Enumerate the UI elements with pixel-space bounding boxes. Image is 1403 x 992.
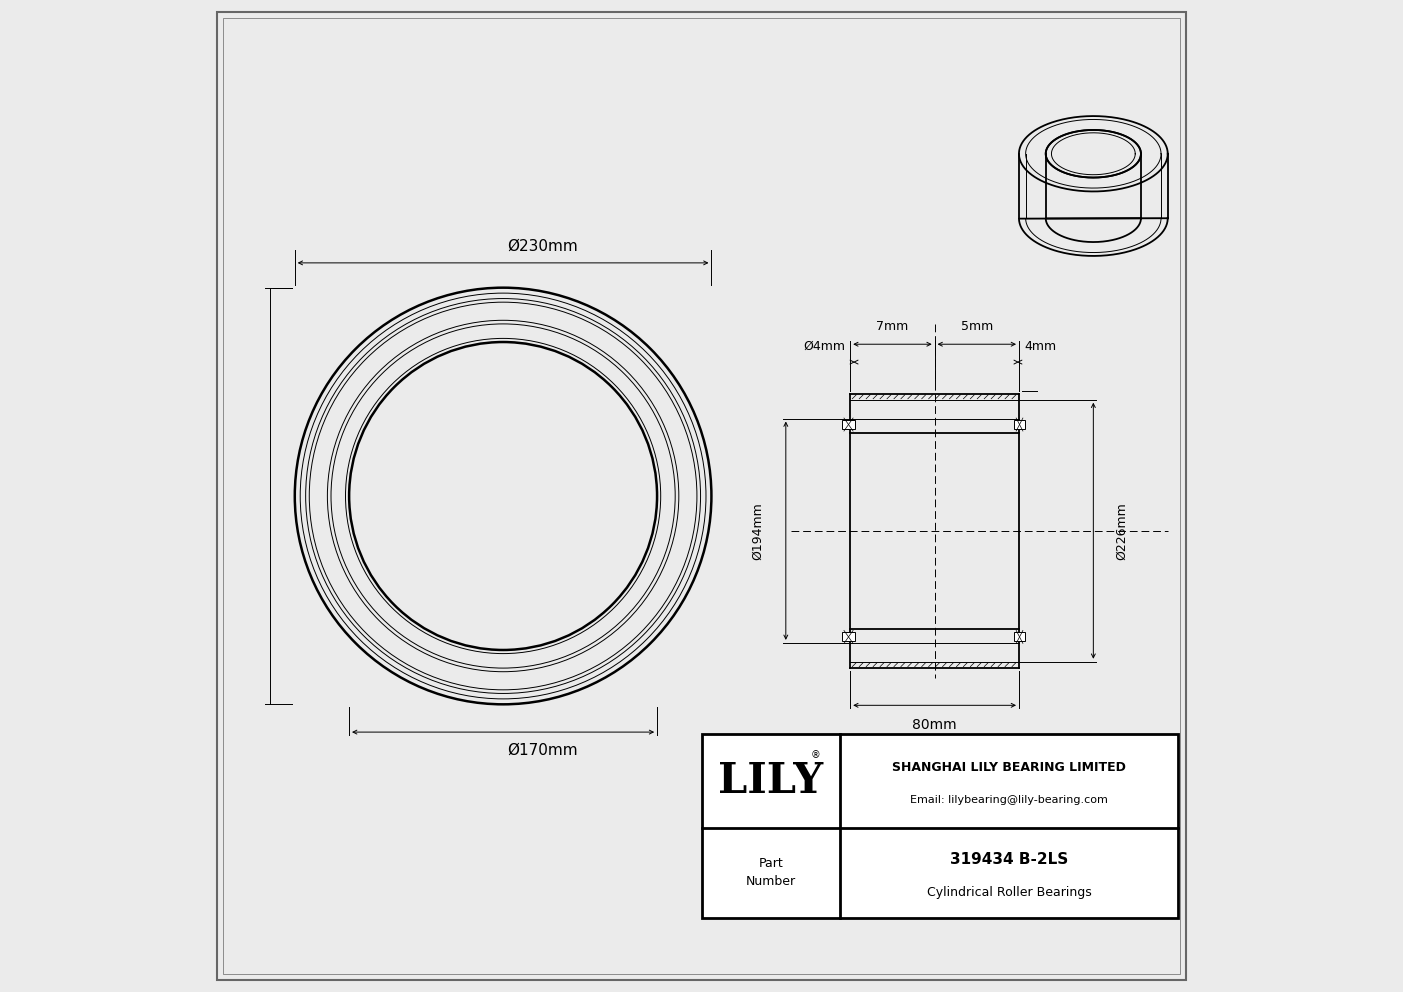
Text: Ø230mm: Ø230mm xyxy=(508,238,578,254)
Text: LILY: LILY xyxy=(718,760,824,803)
Text: Ø4mm: Ø4mm xyxy=(804,339,846,353)
Text: 80mm: 80mm xyxy=(912,718,957,732)
FancyBboxPatch shape xyxy=(842,633,854,642)
Polygon shape xyxy=(1045,130,1141,178)
Text: 7mm: 7mm xyxy=(877,319,909,333)
Bar xyxy=(702,734,1177,918)
Text: Email: lilybearing@lily-bearing.com: Email: lilybearing@lily-bearing.com xyxy=(911,795,1108,806)
FancyBboxPatch shape xyxy=(1014,633,1026,642)
Text: 319434 B-2LS: 319434 B-2LS xyxy=(950,852,1068,867)
Text: SHANGHAI LILY BEARING LIMITED: SHANGHAI LILY BEARING LIMITED xyxy=(892,761,1127,774)
Text: Part
Number: Part Number xyxy=(746,857,796,889)
Text: ®: ® xyxy=(811,750,821,760)
Text: Ø170mm: Ø170mm xyxy=(508,742,578,758)
Text: Cylindrical Roller Bearings: Cylindrical Roller Bearings xyxy=(926,886,1092,899)
Text: 5mm: 5mm xyxy=(961,319,993,333)
Text: Ø226mm: Ø226mm xyxy=(1114,502,1128,559)
Text: 4mm: 4mm xyxy=(1024,339,1056,353)
FancyBboxPatch shape xyxy=(1014,420,1026,429)
Text: Ø194mm: Ø194mm xyxy=(752,502,765,559)
FancyBboxPatch shape xyxy=(842,420,854,429)
